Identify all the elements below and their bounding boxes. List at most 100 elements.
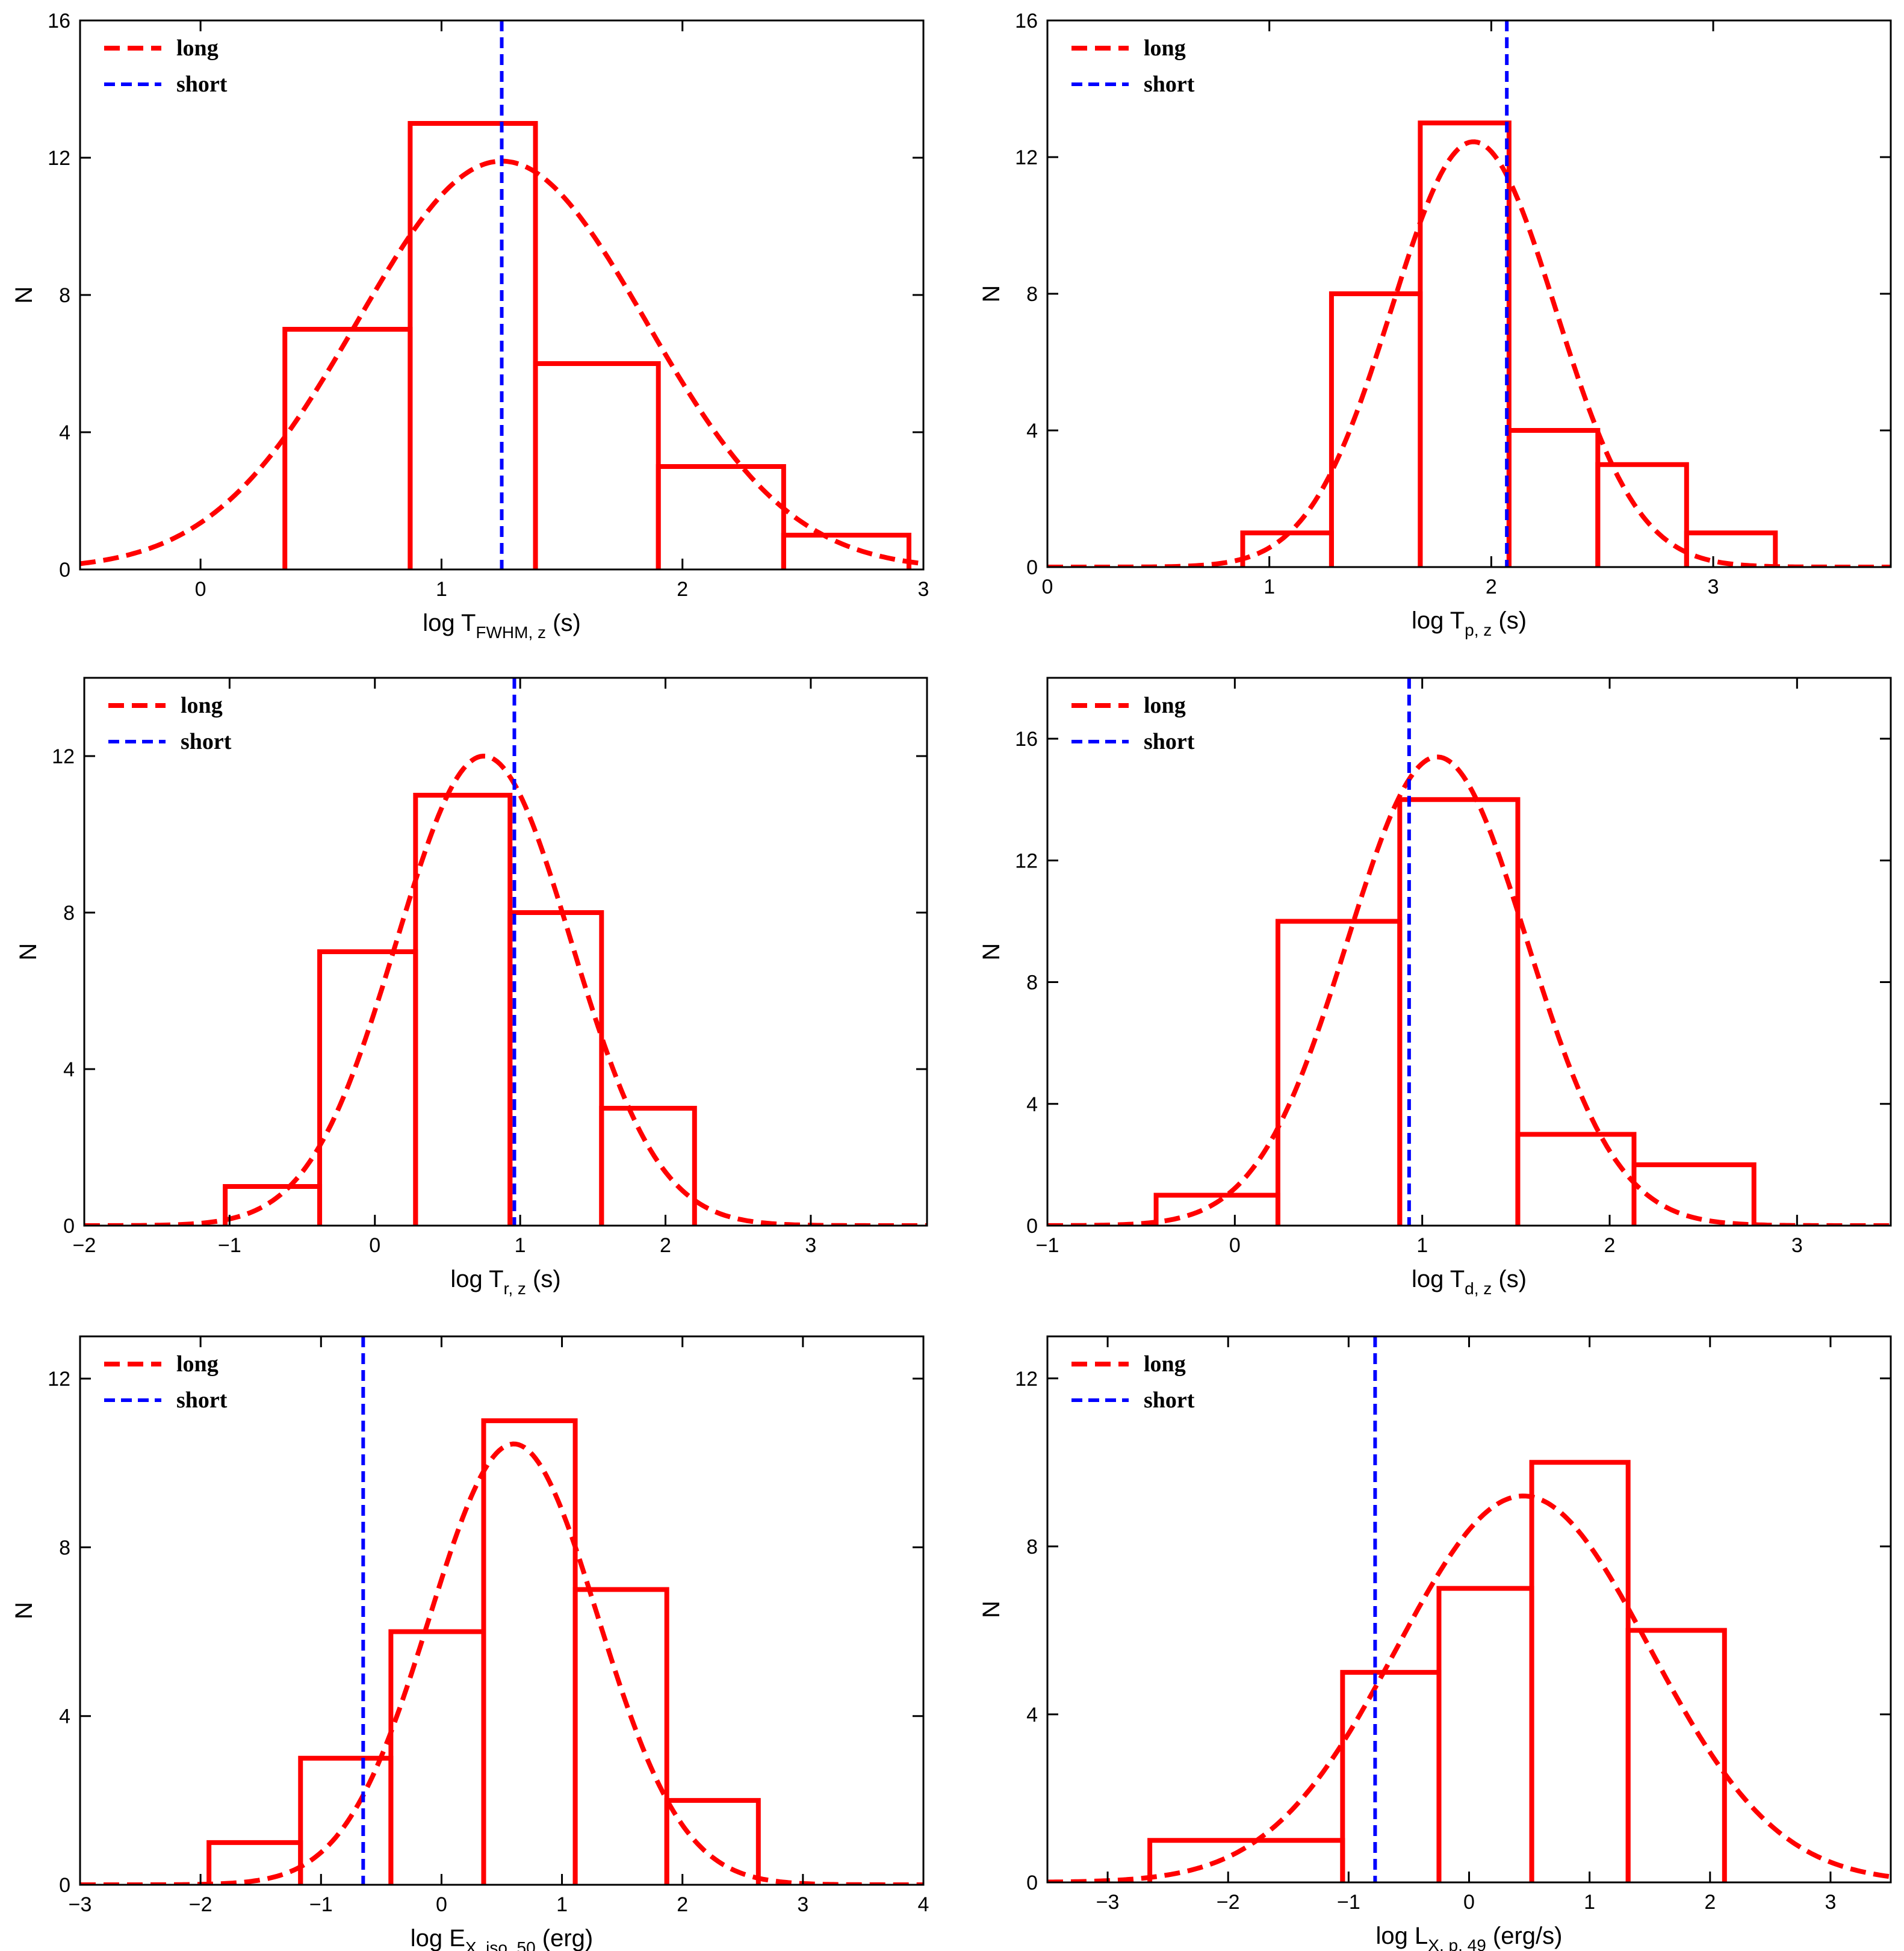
histogram-bar (1397, 797, 1521, 1226)
x-tick-label: −3 (69, 1893, 92, 1916)
y-tick-label: 16 (1015, 10, 1038, 33)
plot-area (80, 1336, 923, 1885)
legend-short-label: short (181, 729, 232, 754)
y-tick-label: 4 (59, 1705, 70, 1728)
legend-short-label: short (176, 72, 228, 97)
legend-long-label: long (1144, 36, 1186, 61)
x-tick-label: 1 (556, 1893, 568, 1916)
y-tick-label: 8 (59, 1536, 70, 1559)
x-tick-label: −1 (1337, 1891, 1360, 1914)
y-tick-label: 12 (48, 147, 70, 170)
y-tick-label: 12 (1015, 146, 1038, 169)
plot-area (1047, 678, 1891, 1226)
legend-long-label: long (176, 36, 219, 61)
legend-short-label: short (1144, 72, 1195, 97)
histogram-bar (664, 1797, 761, 1885)
x-tick-label: −2 (73, 1234, 96, 1257)
x-tick-label: −3 (1096, 1891, 1120, 1914)
histogram-bar (1529, 1460, 1631, 1882)
long-fit-curve (1047, 139, 1891, 567)
histogram-bar (1625, 1628, 1727, 1882)
x-tick-label: 2 (660, 1234, 671, 1257)
y-tick-label: 12 (52, 745, 75, 768)
long-fit-curve (1047, 754, 1891, 1226)
long-fit-curve (1047, 1493, 1891, 1882)
legend-long-label: long (1144, 693, 1186, 718)
y-tick-label: 16 (48, 10, 70, 33)
y-tick-label: 4 (1026, 420, 1038, 442)
x-tick-label: 2 (1486, 575, 1497, 598)
y-tick-label: 0 (59, 1874, 70, 1897)
y-tick-label: 8 (63, 902, 75, 925)
legend-long-label: long (181, 693, 223, 718)
y-axis-label: N (978, 285, 1005, 303)
y-tick-label: 0 (1026, 1872, 1038, 1894)
x-tick-label: 0 (436, 1893, 447, 1916)
x-axis-label: log Tp, z (s) (1412, 607, 1527, 639)
x-axis-label: log Td, z (s) (1412, 1266, 1527, 1298)
long-fit-curve (80, 158, 923, 566)
histogram-bar (656, 464, 786, 569)
histogram-bar (1595, 462, 1689, 567)
histogram-bar (1329, 291, 1423, 567)
y-tick-label: 12 (48, 1368, 70, 1391)
legend: long short (1071, 1351, 1195, 1413)
x-tick-label: 0 (1042, 575, 1053, 598)
x-tick-label: 1 (1416, 1234, 1428, 1257)
histogram-bar (481, 1418, 578, 1885)
x-tick-label: 0 (369, 1234, 380, 1257)
histogram-bar (388, 1629, 486, 1885)
histogram-bar (1147, 1838, 1345, 1882)
y-tick-label: 4 (59, 421, 70, 444)
x-axis-label: log Tr, z (s) (450, 1266, 560, 1298)
y-tick-label: 4 (63, 1058, 75, 1081)
legend: long short (1071, 36, 1195, 97)
y-axis-label: N (978, 1601, 1005, 1618)
x-tick-label: 2 (677, 1893, 688, 1916)
x-tick-label: −1 (1036, 1234, 1059, 1257)
x-tick-label: −2 (189, 1893, 212, 1916)
legend: long short (1071, 693, 1195, 754)
x-tick-label: 1 (1584, 1891, 1595, 1914)
y-tick-label: 0 (1026, 1215, 1038, 1238)
y-tick-label: 0 (63, 1215, 75, 1238)
histogram-bar (1515, 1132, 1637, 1226)
histogram-bar (223, 1184, 323, 1226)
x-tick-label: 1 (515, 1234, 526, 1257)
y-tick-label: 0 (1026, 556, 1038, 579)
y-axis-label: N (978, 943, 1005, 961)
plot-area (84, 678, 927, 1226)
y-tick-label: 12 (1015, 849, 1038, 872)
x-tick-label: −1 (218, 1234, 241, 1257)
histogram-bar (1340, 1670, 1442, 1882)
histogram-bar (533, 361, 661, 569)
legend-short-label: short (1144, 729, 1195, 754)
histogram-bar (781, 533, 911, 569)
y-tick-label: 12 (1015, 1368, 1038, 1391)
histogram-bar (317, 949, 418, 1226)
axes-frame (1046, 1335, 1892, 1884)
plot-area (1047, 20, 1891, 567)
y-axis-label: N (11, 1602, 37, 1619)
axes-frame (79, 1335, 925, 1886)
legend-short-label: short (176, 1388, 228, 1413)
x-tick-label: 2 (1704, 1891, 1716, 1914)
x-tick-label: −1 (309, 1893, 333, 1916)
histogram-bar (1275, 919, 1403, 1226)
legend-long-label: long (1144, 1351, 1186, 1377)
legend: long short (108, 693, 232, 754)
legend: long short (104, 36, 228, 97)
x-axis-label: log TFWHM, z (s) (423, 610, 581, 642)
y-tick-label: 16 (1015, 728, 1038, 751)
plot-area (80, 20, 923, 569)
histogram-bar (599, 1106, 697, 1226)
histogram-bar (1240, 530, 1334, 567)
legend: long short (104, 1351, 228, 1413)
histogram-bar (1506, 428, 1601, 567)
x-tick-label: 0 (1229, 1234, 1241, 1257)
